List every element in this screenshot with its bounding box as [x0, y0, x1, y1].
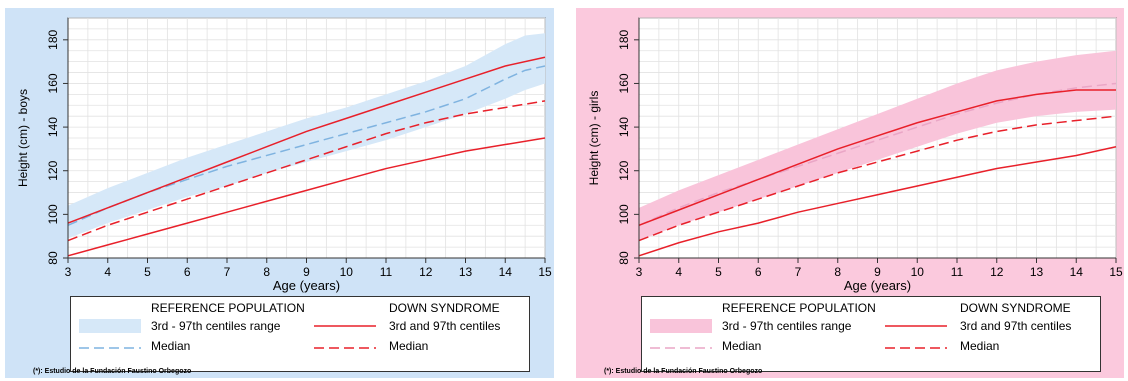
x-tick-label: 8: [263, 265, 270, 279]
y-tick-label: 100: [46, 204, 60, 224]
reference-band: [68, 33, 545, 239]
x-tick-label: 7: [224, 265, 231, 279]
legend-ds-median-label: Median: [389, 339, 429, 353]
y-axis-label: Height (cm) - boys: [16, 89, 30, 187]
ds-median-line: [638, 115, 1117, 242]
x-tick-label: 12: [419, 265, 433, 279]
ds-p3-line: [67, 137, 546, 257]
x-axis-label: Age (years): [273, 278, 340, 293]
legend-ref-median-label: Median: [151, 339, 191, 353]
legend-ds-header: DOWN SYNDROME: [960, 301, 1071, 315]
x-tick-label: 5: [144, 265, 151, 279]
legend-ref-median-label: Median: [722, 339, 762, 353]
legend-ref-range-swatch: [79, 319, 141, 333]
x-tick-label: 9: [874, 265, 881, 279]
ds-p97-line: [67, 56, 546, 224]
x-tick-label: 14: [1070, 265, 1084, 279]
x-tick-label: 13: [1030, 265, 1044, 279]
y-axis-label: Height (cm) - girls: [587, 91, 601, 186]
x-tick-label: 6: [755, 265, 762, 279]
x-tick-label: 15: [1109, 265, 1123, 279]
y-tick-label: 80: [46, 251, 60, 265]
x-tick-label: 12: [990, 265, 1004, 279]
ds-p97-line: [638, 89, 1116, 226]
x-tick-label: 8: [834, 265, 841, 279]
legend-ds-centiles-label: 3rd and 97th centiles: [389, 319, 501, 333]
legend-ds-header: DOWN SYNDROME: [389, 301, 500, 315]
legend-ref-header: REFERENCE POPULATION: [722, 301, 876, 315]
y-tick-label: 120: [617, 160, 631, 180]
height-chart-girls: 3 4 5 6 7 8 9 10 11 12 13 14 15 80 100 120 140 160 180 Age …: [587, 17, 1123, 293]
x-tick-label: 10: [340, 265, 354, 279]
x-tick-label: 9: [303, 265, 310, 279]
x-tick-label: 11: [380, 265, 393, 279]
legend-ds-median-label: Median: [960, 339, 1000, 353]
footnote-girls: (*): Estudio de la Fundación Faustino Or…: [604, 368, 763, 375]
y-tick-label: 160: [617, 73, 631, 93]
legend-ds-median-swatch: [885, 347, 947, 349]
legend-ds-centiles-label: 3rd and 97th centiles: [960, 319, 1072, 333]
x-tick-label: 6: [184, 265, 191, 279]
x-tick-label: 5: [715, 265, 722, 279]
legend-ref-header: REFERENCE POPULATION: [151, 301, 305, 315]
x-tick-label: 13: [459, 265, 473, 279]
x-tick-label: 3: [636, 265, 643, 279]
legend-ds-median-swatch: [314, 347, 376, 349]
legend-ds-centiles-swatch: [314, 325, 376, 327]
x-tick-label: 10: [911, 265, 925, 279]
x-axis-label: Age (years): [844, 278, 911, 293]
y-tick-label: 180: [617, 29, 631, 49]
legend-ref-range-label: 3rd - 97th centiles range: [151, 319, 281, 333]
y-tick-label: 140: [46, 117, 60, 137]
y-tick-label: 100: [617, 204, 631, 224]
ds-p3-line: [638, 145, 1117, 257]
x-tick-label: 15: [538, 265, 552, 279]
ds-median-line: [67, 100, 546, 242]
y-tick-label: 180: [46, 29, 60, 49]
y-tick-label: 160: [46, 73, 60, 93]
x-tick-label: 4: [104, 265, 111, 279]
legend-ref-range-swatch: [650, 319, 712, 333]
x-tick-label: 3: [65, 265, 72, 279]
legend-ds-centiles-swatch: [885, 325, 947, 327]
y-tick-label: 140: [617, 117, 631, 137]
y-tick-label: 120: [46, 160, 60, 180]
chart-panel-girls: 3 4 5 6 7 8 9 10 11 12 13 14 15 80 100 120 140 160 180 Age …: [576, 8, 1124, 378]
legend-ref-range-label: 3rd - 97th centiles range: [722, 319, 852, 333]
x-tick-label: 14: [499, 265, 513, 279]
y-tick-label: 80: [617, 251, 631, 265]
chart-panel-boys: 3 4 5 6 7 8 9 10 11 12 13 14 15 80 100 120 140 160 180 Age …: [5, 8, 554, 378]
x-tick-label: 7: [795, 265, 802, 279]
footnote-boys: (*): Estudio de la Fundación Faustino Or…: [33, 368, 192, 375]
reference-band: [639, 50, 1116, 241]
height-chart-boys: 3 4 5 6 7 8 9 10 11 12 13 14 15 80 100 120 140 160 180 Age …: [16, 17, 552, 293]
legend-boys: REFERENCE POPULATION DOWN SYNDROME 3rd -…: [70, 296, 530, 372]
x-tick-label: 4: [675, 265, 682, 279]
legend-ref-median-swatch: [650, 347, 712, 349]
legend-ref-median-swatch: [79, 347, 141, 349]
legend-girls: REFERENCE POPULATION DOWN SYNDROME 3rd -…: [641, 296, 1101, 372]
x-tick-label: 11: [951, 265, 964, 279]
